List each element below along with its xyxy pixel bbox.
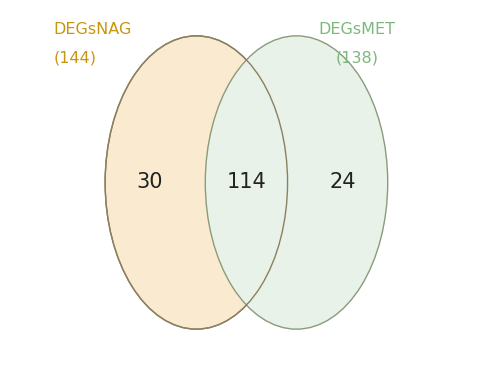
Text: (144): (144) — [54, 50, 96, 65]
Text: 24: 24 — [330, 173, 356, 192]
Text: (138): (138) — [336, 50, 379, 65]
Text: DEGsMET: DEGsMET — [319, 22, 396, 36]
Text: 114: 114 — [226, 173, 266, 192]
Text: 30: 30 — [136, 173, 163, 192]
Ellipse shape — [206, 36, 388, 329]
Ellipse shape — [105, 36, 288, 329]
Text: DEGsNAG: DEGsNAG — [54, 22, 132, 36]
